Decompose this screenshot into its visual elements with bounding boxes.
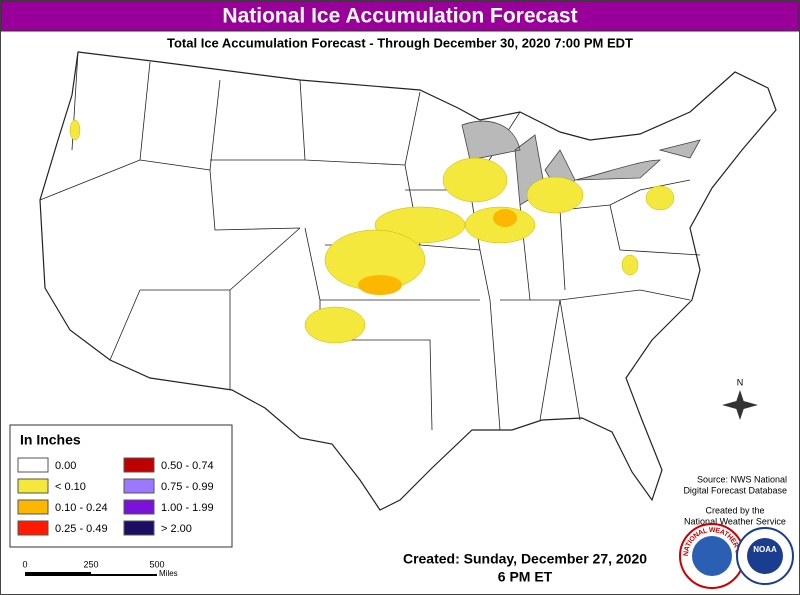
noaa-logo: NOAA (736, 527, 794, 585)
source-line: Source: NWS National (697, 474, 787, 484)
legend-label: 0.75 - 0.99 (161, 481, 214, 493)
ice-areas (69, 119, 675, 344)
ice-areas-heavier (358, 209, 517, 295)
legend-title: In Inches (20, 432, 81, 448)
nws-logo-center (692, 536, 732, 576)
noaa-logo-center (747, 538, 783, 574)
source-line: Digital Forecast Database (683, 485, 787, 495)
compass-label: N (737, 377, 744, 387)
legend-label: > 2.00 (161, 523, 192, 535)
scale-label: 500 (149, 559, 164, 569)
legend-swatch (17, 520, 49, 536)
compass-rose (722, 390, 758, 420)
created-date: Created: Sunday, December 27, 2020 (403, 551, 647, 567)
scale-bar-segment (91, 572, 157, 574)
subtitle: Total Ice Accumulation Forecast - Throug… (167, 35, 633, 50)
legend-swatch (123, 499, 155, 515)
legend-label: < 0.10 (55, 481, 86, 493)
title: National Ice Accumulation Forecast (222, 5, 577, 28)
legend-label: 1.00 - 1.99 (161, 502, 214, 514)
credit-line: Created by the (705, 505, 764, 515)
legend-label: 0.25 - 0.49 (55, 523, 108, 535)
legend-swatch (17, 457, 49, 473)
legend-swatch (123, 457, 155, 473)
legend-swatch (17, 478, 49, 494)
us-map (39, 51, 777, 511)
compass: N (722, 377, 758, 420)
legend-label: 0.00 (55, 460, 76, 472)
scale-label: 0 (22, 559, 27, 569)
scale-label: 250 (83, 559, 98, 569)
legend: In Inches 0.00 < 0.10 0.10 - 0.24 0.25 - 0.… (9, 424, 233, 548)
credit-line: National Weather Service (684, 516, 786, 526)
legend-label: 0.50 - 0.74 (161, 460, 214, 472)
scale-unit: Miles (159, 569, 178, 578)
legend-swatch (123, 520, 155, 536)
created-time: 6 PM ET (498, 569, 553, 585)
legend-label: 0.10 - 0.24 (55, 502, 108, 514)
legend-swatch (17, 499, 49, 515)
title-bar (0, 0, 800, 32)
legend-swatch (123, 478, 155, 494)
noaa-logo-text: NOAA (753, 545, 777, 554)
